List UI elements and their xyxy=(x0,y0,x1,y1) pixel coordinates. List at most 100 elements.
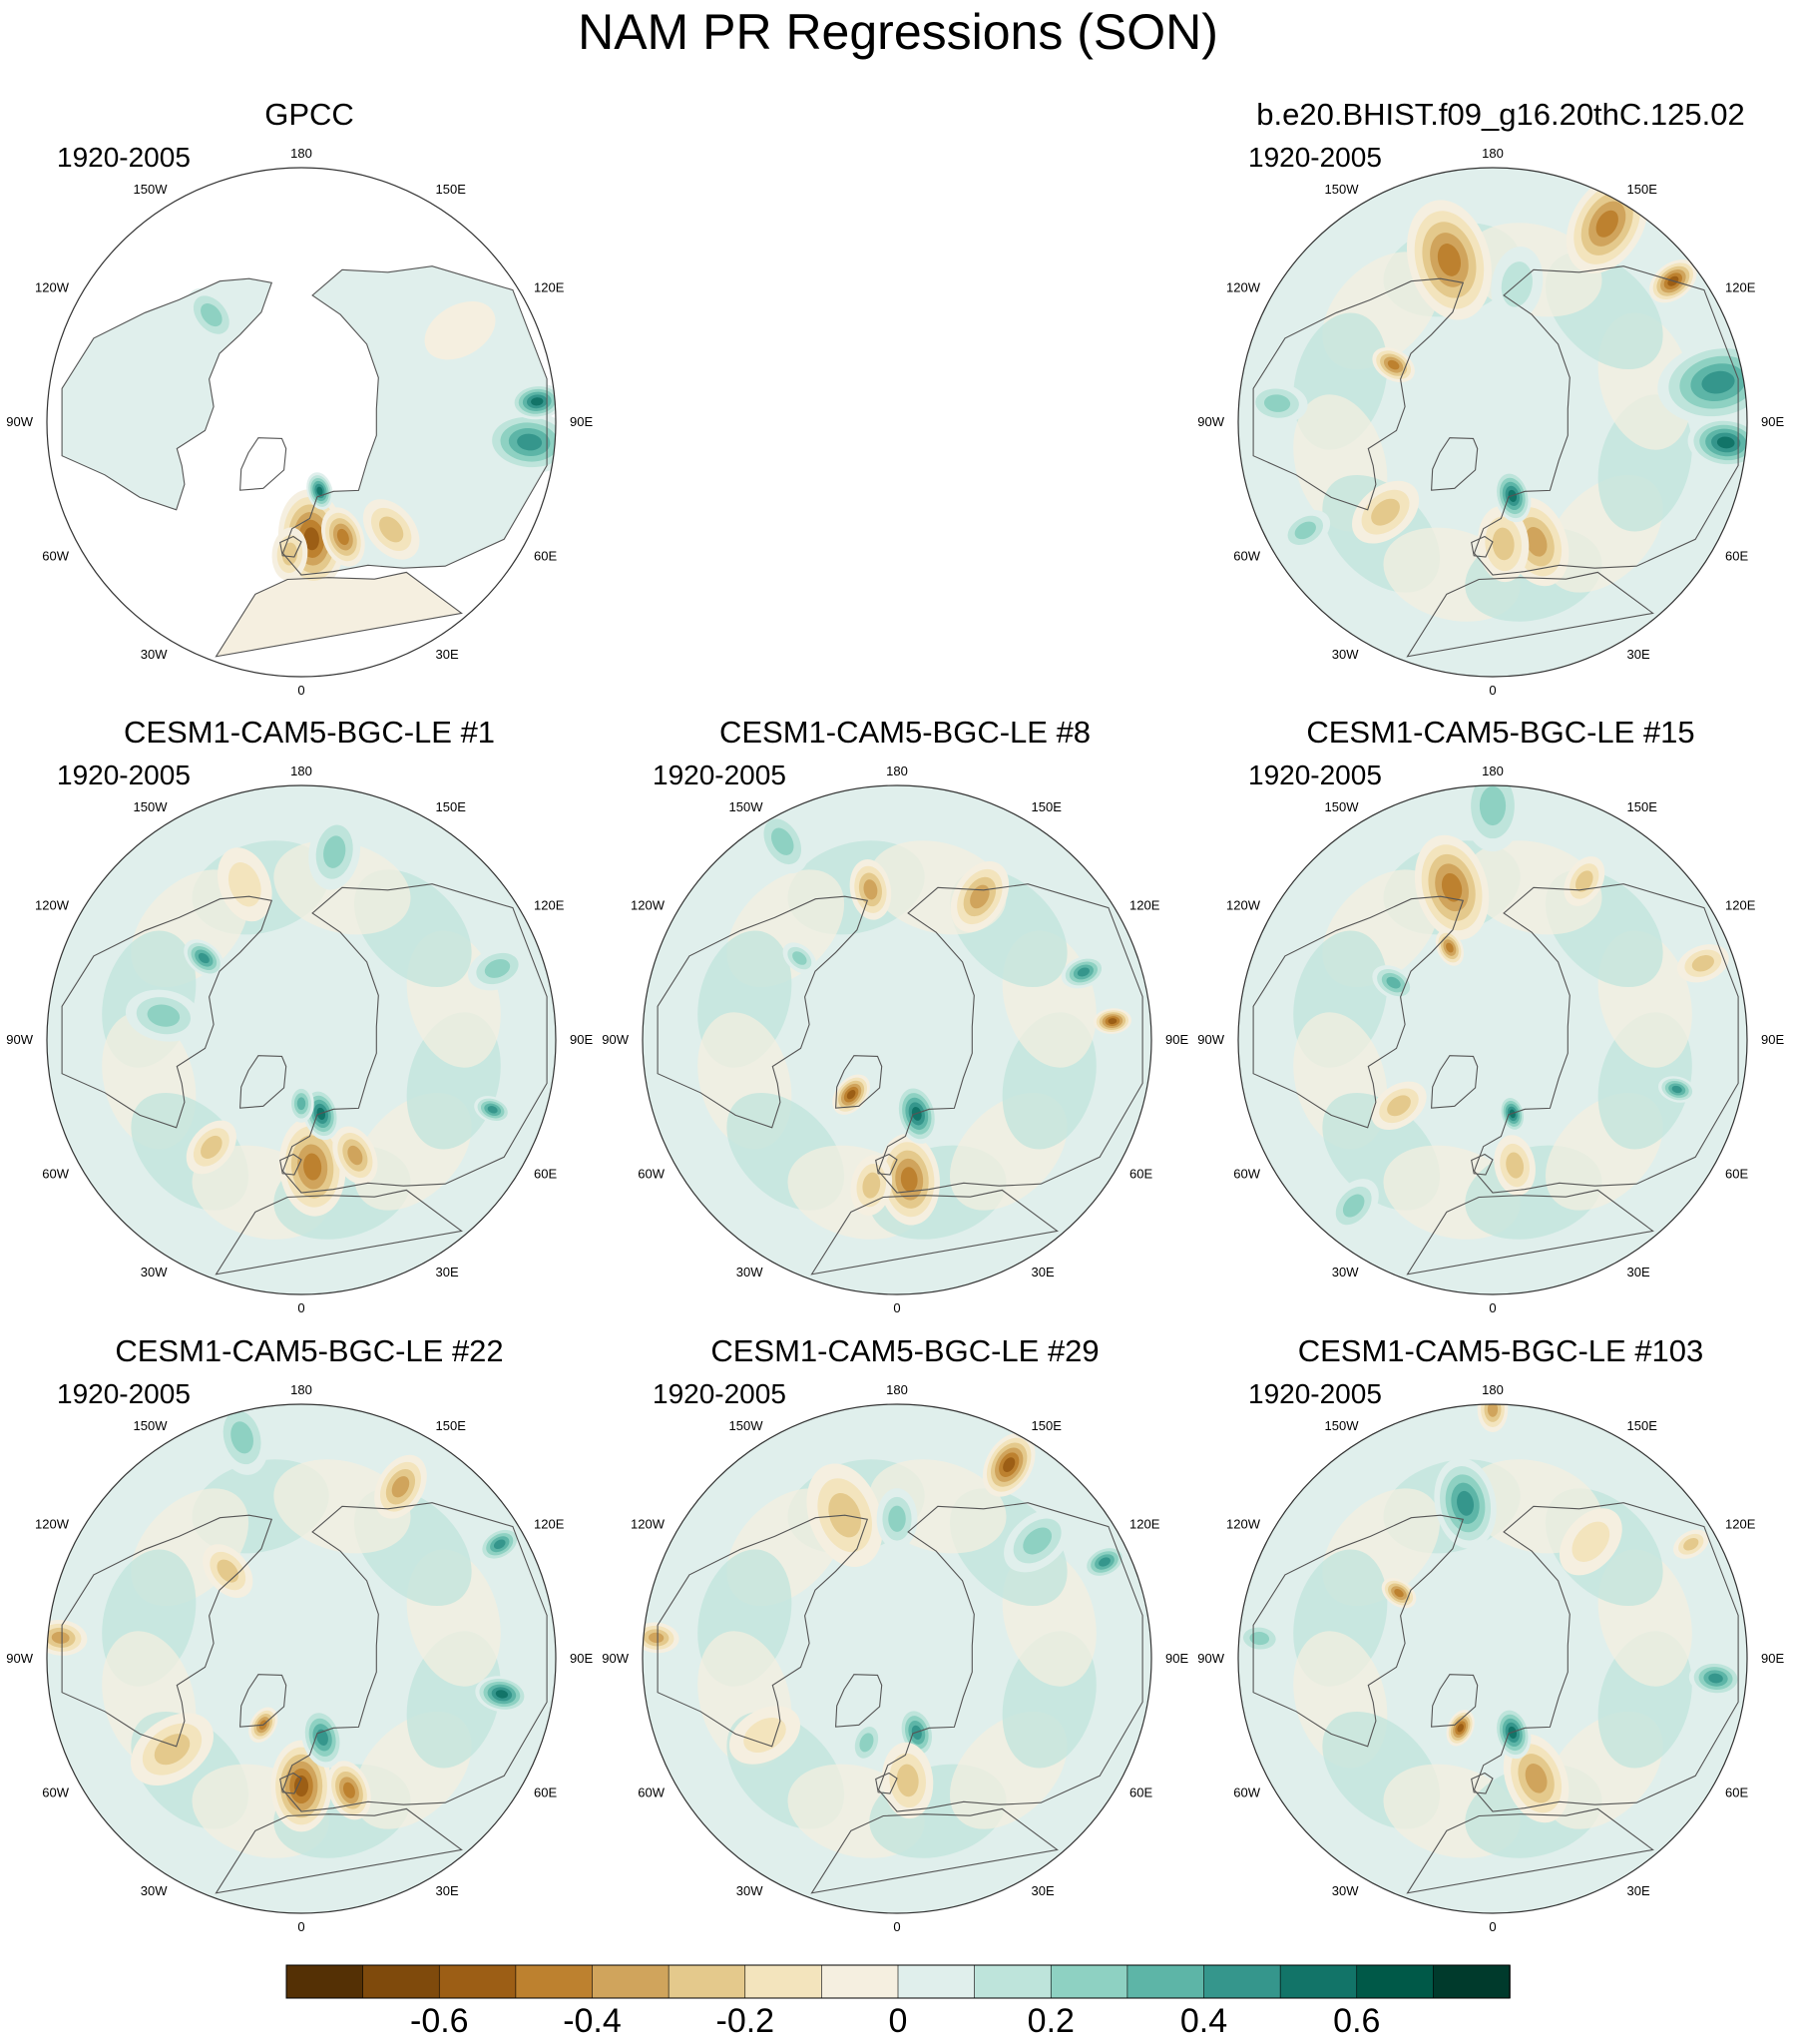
anomaly-contour xyxy=(1342,1194,1365,1218)
polar-map: 180 150E 120E 90E 60E 30E 0 30W 60W 90W 120W 150W xyxy=(602,1382,1188,1934)
coastline-eurasia xyxy=(281,883,548,1194)
lon-label: 150E xyxy=(1627,182,1658,197)
lon-label: 90W xyxy=(602,1651,629,1666)
anomaly-contour xyxy=(1525,1764,1548,1793)
lon-label: 180 xyxy=(1482,1382,1504,1397)
lon-label: 90E xyxy=(1761,1651,1784,1666)
anomaly-contour xyxy=(201,303,223,327)
lon-label: 30E xyxy=(1032,1883,1055,1898)
map-boundary xyxy=(46,784,557,1295)
coastline-uk xyxy=(1471,1772,1494,1794)
lon-label: 30W xyxy=(141,1883,168,1898)
anomaly-contour xyxy=(1457,1490,1475,1516)
anomaly-contour xyxy=(792,951,807,965)
lon-label: 60W xyxy=(638,1167,665,1182)
anomaly-contour xyxy=(1701,370,1735,394)
anomaly-contour xyxy=(896,1764,919,1797)
lon-label: 150W xyxy=(134,1418,169,1433)
map-panel-le-1: CESM1-CAM5-BGC-LE #1 1920-2005 180 150E 120E… xyxy=(6,714,609,1332)
anomaly-contour xyxy=(1572,1521,1610,1562)
anomaly-contour xyxy=(303,527,319,551)
anomaly-contour xyxy=(230,1421,253,1454)
map-panel-le-8: CESM1-CAM5-BGC-LE #8 1920-2005 180 150E 120E… xyxy=(602,714,1204,1332)
coastline-uk xyxy=(875,1772,898,1794)
coastline-uk xyxy=(1471,535,1494,558)
lon-label: 30W xyxy=(141,1265,168,1279)
anomaly-contour xyxy=(217,1559,239,1583)
colorbar-swatch xyxy=(362,1964,441,1999)
anomaly-contour xyxy=(1446,942,1454,953)
coastline-northAmerica xyxy=(1252,895,1465,1129)
lon-label: 90E xyxy=(570,1032,593,1047)
lon-label: 180 xyxy=(1482,146,1504,161)
lon-label: 120W xyxy=(1226,898,1261,913)
coastline-africa xyxy=(810,1807,1059,1894)
anomaly-contour xyxy=(316,1729,328,1747)
lon-label: 60W xyxy=(638,1786,665,1800)
coastline-northAmerica xyxy=(61,1514,273,1748)
colorbar-swatch xyxy=(285,1964,364,1999)
lon-label: 150E xyxy=(436,182,467,197)
anomaly-contour xyxy=(970,884,990,909)
map-boundary xyxy=(642,784,1152,1295)
map-boundary xyxy=(46,167,557,678)
map-panel-le-29: CESM1-CAM5-BGC-LE #29 1920-2005 180 150E 120… xyxy=(602,1332,1204,1951)
anomaly-contour xyxy=(888,1505,906,1532)
lon-label: 120W xyxy=(631,898,666,913)
anomaly-contour xyxy=(1492,527,1515,561)
colorbar-swatch xyxy=(438,1964,517,1999)
anomaly-contour xyxy=(1457,1724,1464,1733)
anomaly-contour xyxy=(303,1153,322,1181)
lon-label: 150E xyxy=(436,1418,467,1433)
panel-title: CESM1-CAM5-BGC-LE #103 xyxy=(1297,1333,1704,1368)
anomaly-contour xyxy=(1387,359,1400,370)
lon-label: 90W xyxy=(1197,414,1224,429)
lon-label: 30E xyxy=(1032,1265,1055,1279)
lon-label: 30E xyxy=(436,1265,459,1279)
lon-label: 30E xyxy=(1627,1265,1650,1279)
anomaly-contour xyxy=(846,1090,856,1100)
anomaly-contour xyxy=(201,1135,223,1159)
lon-label: 120W xyxy=(631,1517,666,1532)
coastline-africa xyxy=(1406,1189,1654,1276)
coastline-greenland xyxy=(239,437,287,491)
lon-label: 60E xyxy=(1129,1167,1152,1182)
coastline-northAmerica xyxy=(61,277,273,511)
colorbar-swatch xyxy=(1050,1964,1128,1999)
map-boundary xyxy=(1237,1403,1748,1914)
lon-label: 30W xyxy=(736,1883,763,1898)
anomaly-contour xyxy=(343,1782,355,1798)
lon-label: 120E xyxy=(1129,898,1160,913)
panel-period: 1920-2005 xyxy=(57,760,191,790)
panel-title: b.e20.BHIST.f09_g16.20thC.125.02 xyxy=(1256,97,1745,132)
lon-label: 150W xyxy=(134,182,169,197)
lon-label: 90E xyxy=(1761,414,1784,429)
anomaly-contour xyxy=(1437,244,1462,276)
lon-label: 60W xyxy=(1233,549,1260,564)
lon-label: 150E xyxy=(436,799,467,814)
anomaly-contour xyxy=(1249,1631,1270,1646)
anomaly-contour xyxy=(484,959,511,978)
lon-label: 60E xyxy=(534,1786,557,1800)
lon-label: 0 xyxy=(1489,683,1496,698)
lon-label: 120W xyxy=(1226,1517,1261,1532)
anomaly-contour xyxy=(1023,1527,1053,1555)
colorbar-tick-label: 0.2 xyxy=(1028,2002,1075,2040)
lon-label: 150E xyxy=(1032,799,1063,814)
anomaly-contour xyxy=(1525,527,1548,557)
anomaly-contour xyxy=(1263,394,1291,412)
panel-title: CESM1-CAM5-BGC-LE #15 xyxy=(1306,715,1695,750)
anomaly-contour xyxy=(493,1539,506,1550)
lon-label: 150E xyxy=(1032,1418,1063,1433)
colorbar-tick-label: 0.4 xyxy=(1180,2002,1227,2040)
anomaly-contour xyxy=(1506,1152,1525,1179)
lon-label: 120E xyxy=(534,280,565,295)
anomaly-contour xyxy=(1716,436,1735,449)
coastline-eurasia xyxy=(877,1502,1143,1812)
colorbar-tick-label: -0.4 xyxy=(563,2002,622,2040)
colorbar-swatch xyxy=(668,1964,746,1999)
anomaly-contour xyxy=(424,300,496,360)
coastline-eurasia xyxy=(1473,265,1739,576)
polar-map: 180 150E 120E 90E 60E 30E 0 30W 60W 90W 120W 150W xyxy=(1197,146,1784,698)
anomaly-contour xyxy=(296,1097,306,1111)
